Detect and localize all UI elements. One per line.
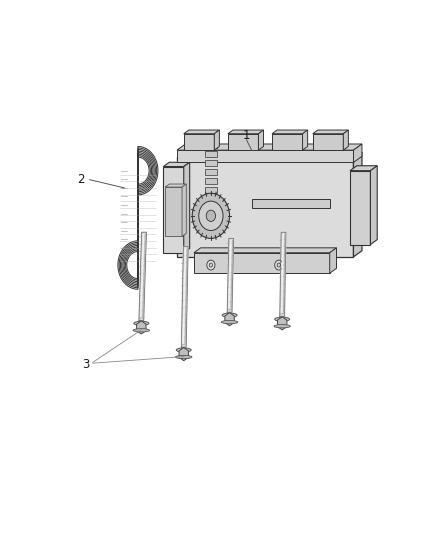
Polygon shape — [184, 130, 219, 134]
Polygon shape — [182, 184, 186, 236]
Ellipse shape — [274, 325, 290, 328]
Polygon shape — [258, 130, 264, 150]
FancyBboxPatch shape — [177, 158, 353, 257]
Polygon shape — [228, 130, 264, 134]
FancyBboxPatch shape — [272, 134, 303, 150]
Ellipse shape — [176, 348, 191, 352]
Polygon shape — [225, 313, 234, 326]
Polygon shape — [272, 130, 307, 134]
Polygon shape — [184, 162, 190, 253]
FancyBboxPatch shape — [184, 134, 214, 150]
Polygon shape — [137, 321, 146, 334]
Polygon shape — [179, 348, 188, 361]
Polygon shape — [330, 248, 336, 273]
FancyBboxPatch shape — [163, 166, 184, 253]
Circle shape — [192, 193, 230, 238]
Text: 2: 2 — [78, 173, 85, 186]
Ellipse shape — [222, 313, 237, 317]
Ellipse shape — [133, 329, 149, 332]
Polygon shape — [163, 162, 190, 166]
Bar — [205, 168, 217, 175]
Polygon shape — [371, 166, 377, 245]
Bar — [205, 159, 217, 166]
Ellipse shape — [221, 320, 238, 324]
Polygon shape — [165, 184, 186, 187]
FancyBboxPatch shape — [194, 253, 330, 273]
Polygon shape — [177, 144, 362, 150]
Bar — [205, 150, 217, 157]
Polygon shape — [280, 232, 286, 317]
FancyBboxPatch shape — [313, 134, 343, 150]
Polygon shape — [227, 238, 233, 312]
Polygon shape — [353, 144, 362, 163]
PathPatch shape — [118, 147, 158, 289]
Circle shape — [275, 260, 283, 270]
Polygon shape — [139, 232, 146, 320]
Ellipse shape — [134, 321, 149, 325]
Polygon shape — [278, 317, 287, 330]
Polygon shape — [350, 166, 377, 171]
Bar — [205, 142, 217, 148]
Ellipse shape — [275, 317, 290, 321]
Polygon shape — [181, 247, 188, 347]
Polygon shape — [343, 130, 348, 150]
Circle shape — [209, 263, 212, 267]
Ellipse shape — [176, 356, 192, 359]
Bar — [205, 187, 217, 193]
Text: 1: 1 — [243, 130, 250, 142]
Polygon shape — [251, 199, 330, 208]
Polygon shape — [194, 248, 336, 253]
Text: 3: 3 — [82, 358, 90, 371]
Polygon shape — [313, 130, 348, 134]
Circle shape — [277, 263, 280, 267]
Circle shape — [206, 210, 215, 221]
Circle shape — [199, 201, 223, 230]
Polygon shape — [214, 130, 219, 150]
FancyBboxPatch shape — [350, 171, 371, 245]
Polygon shape — [353, 152, 362, 257]
FancyBboxPatch shape — [228, 134, 258, 150]
Polygon shape — [177, 152, 362, 158]
FancyBboxPatch shape — [165, 187, 182, 236]
Bar — [205, 177, 217, 184]
Polygon shape — [303, 130, 307, 150]
FancyBboxPatch shape — [177, 150, 353, 163]
Circle shape — [207, 260, 215, 270]
